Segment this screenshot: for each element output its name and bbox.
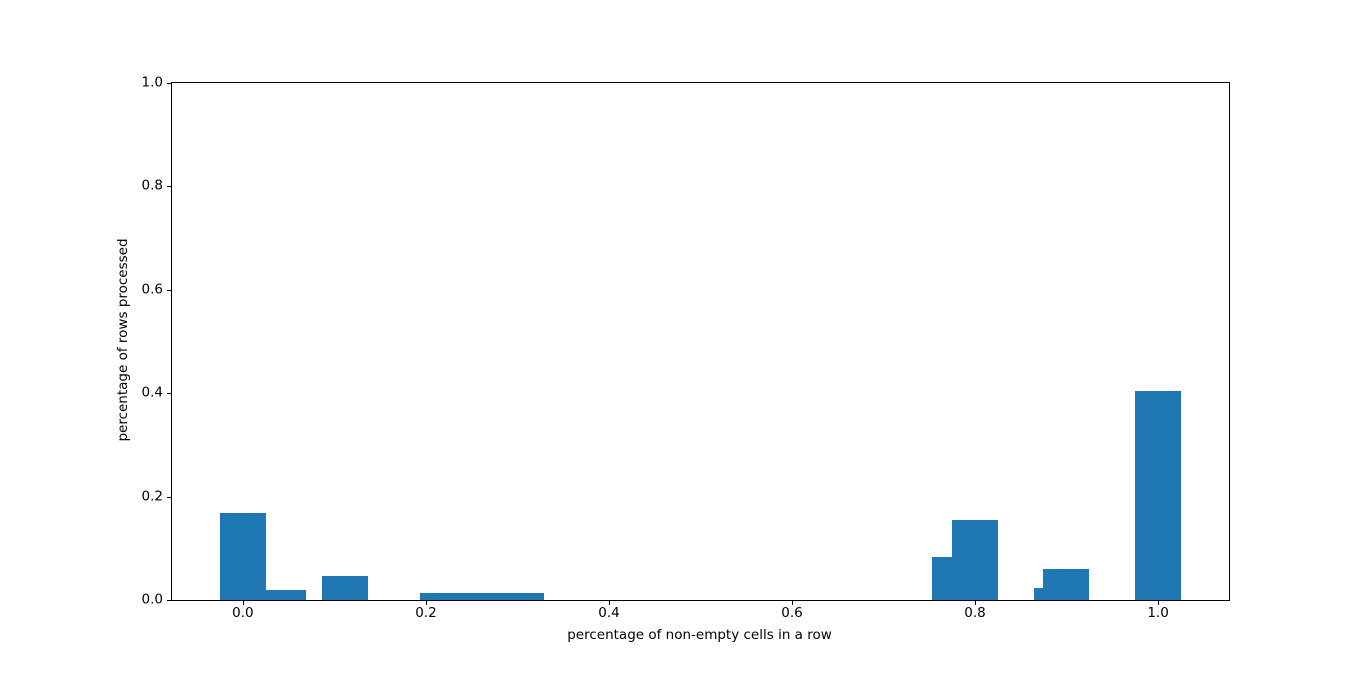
x-tick-mark bbox=[975, 601, 977, 605]
histogram-bar bbox=[220, 513, 266, 600]
histogram-bar bbox=[1042, 568, 1090, 600]
y-tick-label: 0.8 bbox=[141, 177, 163, 194]
x-axis-label: percentage of non-empty cells in a row bbox=[567, 627, 832, 643]
x-tick-label: 0.8 bbox=[964, 605, 986, 621]
y-tick-mark bbox=[167, 600, 171, 601]
y-tick-mark bbox=[167, 393, 171, 395]
x-tick-mark bbox=[792, 601, 794, 605]
histogram-bar bbox=[321, 575, 369, 600]
histogram-bar bbox=[1033, 587, 1043, 600]
histogram-bar bbox=[932, 557, 953, 600]
x-tick-label: 0.6 bbox=[781, 605, 803, 621]
y-tick-label: 0.4 bbox=[141, 384, 163, 401]
y-tick-label: 1.0 bbox=[141, 74, 163, 91]
y-tick-label: 0.2 bbox=[141, 488, 163, 505]
histogram-bar bbox=[265, 589, 307, 600]
x-tick-label: 1.0 bbox=[1147, 605, 1169, 621]
x-tick-mark bbox=[1158, 601, 1160, 605]
histogram-bar bbox=[419, 592, 544, 600]
x-tick-label: 0.2 bbox=[415, 605, 437, 621]
histogram-bar bbox=[952, 519, 998, 600]
x-tick-label: 0.4 bbox=[598, 605, 620, 621]
x-tick-mark bbox=[425, 601, 427, 605]
y-tick-label: 0.0 bbox=[141, 591, 163, 608]
y-axis-label: percentage of rows processed bbox=[115, 238, 131, 442]
x-tick-label: 0.0 bbox=[232, 605, 254, 621]
y-tick-mark bbox=[167, 496, 171, 498]
plot-area: 0.0 0.2 0.4 0.6 0.8 1.0 0.0 0.2 0.4 0.6 0.8 1.0 bbox=[142, 75, 1230, 621]
histogram-bar bbox=[1135, 390, 1181, 600]
y-tick-mark bbox=[167, 83, 171, 84]
y-tick-label: 0.6 bbox=[141, 281, 163, 298]
x-tick-mark bbox=[242, 601, 244, 605]
y-tick-mark bbox=[167, 289, 171, 291]
x-tick-mark bbox=[608, 601, 610, 605]
y-tick-mark bbox=[167, 186, 171, 188]
